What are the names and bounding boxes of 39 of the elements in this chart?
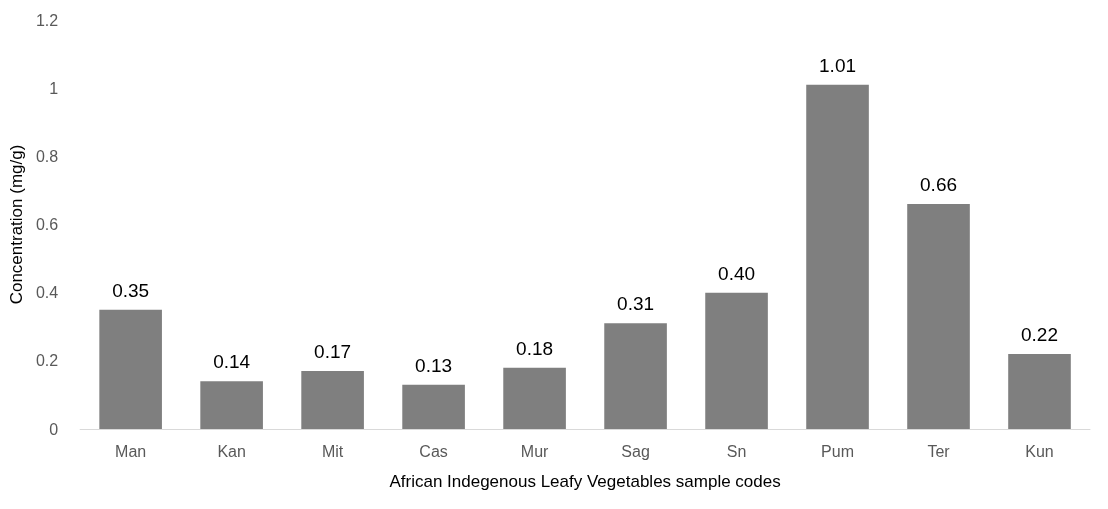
x-tick-label: Sn	[726, 442, 747, 460]
x-tick-label: Mit	[321, 442, 344, 460]
data-label: 0.13	[415, 354, 453, 376]
bar	[806, 84, 869, 429]
bar	[402, 384, 465, 429]
y-tick-label: 1	[49, 79, 59, 97]
y-tick-label: 0.8	[35, 147, 59, 165]
bar	[301, 371, 364, 429]
x-tick-label: Kan	[217, 442, 246, 460]
bar	[705, 292, 768, 429]
y-tick-label: 0.6	[35, 216, 59, 233]
data-label: 0.14	[213, 351, 251, 373]
x-tick-label: Mur	[520, 442, 550, 460]
bar	[99, 309, 162, 429]
data-label: 0.22	[1021, 324, 1058, 346]
data-label: 0.40	[718, 262, 756, 284]
y-tick-label: 0.4	[35, 284, 59, 302]
y-axis-title: Concentration (mg/g)	[7, 144, 26, 305]
data-label: 0.31	[617, 293, 655, 315]
data-label: 0.18	[516, 337, 554, 359]
data-label: 1.01	[819, 54, 857, 76]
y-tick-label: 0	[49, 420, 59, 438]
y-tick-label: 0.2	[35, 352, 59, 370]
x-tick-label: Kun	[1025, 442, 1054, 460]
x-tick-label: Sag	[621, 442, 650, 460]
y-tick-label: 1.2	[35, 11, 59, 29]
data-label: 0.66	[920, 174, 958, 196]
data-label: 0.35	[112, 279, 150, 301]
x-tick-label: Man	[115, 442, 147, 460]
x-tick-label: Ter	[927, 442, 951, 460]
data-label: 0.17	[314, 341, 352, 363]
x-tick-label: Cas	[419, 442, 448, 460]
bar	[503, 367, 566, 429]
bar	[200, 381, 263, 429]
x-axis-title: African Indegenous Leafy Vegetables sample codes	[389, 472, 781, 491]
bar	[1008, 354, 1071, 429]
bar	[604, 323, 667, 429]
x-tick-label: Pum	[821, 442, 854, 460]
bar	[907, 204, 970, 429]
